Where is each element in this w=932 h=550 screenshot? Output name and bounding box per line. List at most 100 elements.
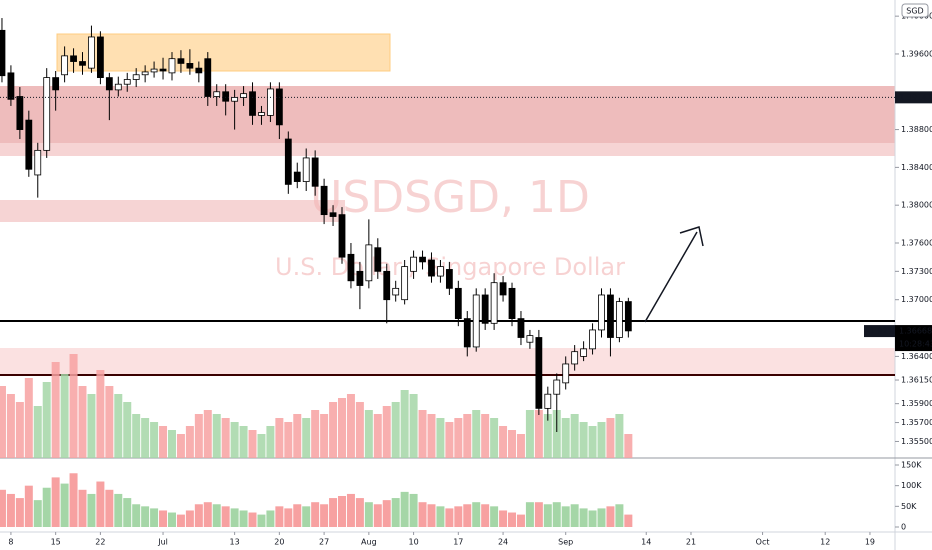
- volume-pane-bar: [400, 491, 409, 527]
- volume-pane-bar: [561, 506, 570, 527]
- volume-pane-bar: [373, 504, 382, 527]
- zones: [0, 33, 895, 375]
- volume-tick-label: 100K: [901, 481, 922, 490]
- volume-pane-bar: [534, 502, 543, 527]
- volume-pane-bar: [239, 510, 248, 527]
- volume-pane-bar: [0, 489, 6, 527]
- candle-body: [598, 294, 605, 331]
- volume-bar: [60, 374, 69, 458]
- volume-pane-bar: [132, 504, 141, 527]
- candle-body: [490, 282, 498, 324]
- volume-pane-bar: [320, 504, 329, 527]
- volume-pane-bar: [543, 504, 552, 527]
- x-tick-label: 22: [95, 538, 105, 547]
- volume-bar: [257, 434, 266, 458]
- volume-pane-bar: [69, 473, 78, 527]
- candle-body: [615, 301, 623, 338]
- candle-body: [105, 77, 113, 91]
- volume-pane-bar: [293, 504, 302, 527]
- volume-bar: [490, 418, 499, 458]
- candle-body: [481, 294, 489, 324]
- volume-bar: [382, 406, 391, 458]
- candle-body: [589, 329, 596, 350]
- support-zone: [0, 348, 895, 375]
- y-tick-label: 1.37000: [901, 295, 932, 304]
- candle-body: [132, 74, 140, 80]
- volume-bar: [176, 434, 185, 458]
- volume-bar: [373, 414, 382, 458]
- candle-body: [222, 91, 230, 102]
- volume-pane-bar: [159, 510, 168, 527]
- volume-bar: [338, 398, 347, 458]
- volume-bar: [132, 414, 141, 458]
- volume-pane-bar: [123, 498, 132, 527]
- volume-pane-bar: [42, 487, 51, 527]
- volume-bar: [0, 386, 6, 458]
- volume-pane-bar: [355, 498, 364, 527]
- volume-bar: [508, 430, 517, 458]
- candle-body: [249, 91, 256, 116]
- candle-body: [7, 72, 15, 100]
- volume-pane-bar: [472, 502, 481, 527]
- volume-pane-bar: [346, 493, 355, 527]
- price-label-box: [895, 91, 932, 104]
- volume-pane-bar: [338, 496, 347, 527]
- volume-pane-bar: [454, 506, 463, 527]
- volume-bar: [516, 434, 525, 458]
- candle-body: [535, 337, 543, 409]
- candle-body: [213, 91, 221, 97]
- candle-body: [34, 149, 42, 176]
- x-tick-label: Jul: [157, 538, 168, 547]
- volume-pane-bar: [382, 500, 391, 527]
- candle-body: [168, 58, 176, 74]
- volume-pane-bar: [597, 508, 606, 527]
- volume-pane-bar: [167, 512, 176, 527]
- candle-body: [70, 55, 77, 62]
- volume-bar: [311, 410, 320, 458]
- candle-body: [258, 112, 265, 116]
- volume-pane-bar: [230, 508, 239, 527]
- currency: SGD: [906, 7, 923, 16]
- volume-pane-bar: [51, 477, 60, 527]
- volume-bar: [123, 402, 132, 458]
- x-tick-label: 27: [319, 538, 329, 547]
- price-label: 1.36668: [899, 327, 932, 336]
- volume-bar: [78, 386, 87, 458]
- volume-bar: [391, 402, 400, 458]
- volume-pane-bar: [60, 483, 69, 527]
- volume-pane-bar: [221, 506, 230, 527]
- volume-bar: [194, 414, 203, 458]
- candle-body: [320, 185, 328, 216]
- forecast-arrow: [644, 231, 698, 323]
- candle-body: [374, 247, 382, 272]
- volume-bar: [69, 354, 78, 458]
- candle-body: [284, 138, 292, 185]
- x-tick-label: 14: [641, 538, 651, 547]
- candle-body: [267, 88, 274, 116]
- volume-pane-bar: [552, 502, 561, 527]
- volume-bar: [472, 410, 481, 458]
- y-tick-label: 1.38000: [901, 201, 932, 210]
- candle-body: [311, 157, 319, 187]
- volume-bar: [141, 418, 150, 458]
- volume-pane-bar: [615, 504, 624, 527]
- volume-bar: [329, 402, 338, 458]
- volume-pane-bar: [579, 508, 588, 527]
- volume-bar: [203, 410, 212, 458]
- volume-pane-bar: [203, 502, 212, 527]
- volume-bar: [15, 402, 24, 458]
- volume-bar: [463, 414, 472, 458]
- volume-pane-bar: [391, 498, 400, 527]
- volume-bar: [105, 386, 114, 458]
- volume-bar: [409, 394, 418, 458]
- volume-overlay: [0, 354, 633, 527]
- candle-body: [329, 212, 337, 217]
- volume-pane-bar: [463, 504, 472, 527]
- candle-body: [365, 244, 373, 282]
- candle-body: [544, 393, 552, 409]
- candle-body: [52, 77, 60, 91]
- volume-pane-bar: [266, 510, 275, 527]
- change-label: -1.92%: [867, 327, 896, 336]
- volume-bar: [364, 410, 373, 458]
